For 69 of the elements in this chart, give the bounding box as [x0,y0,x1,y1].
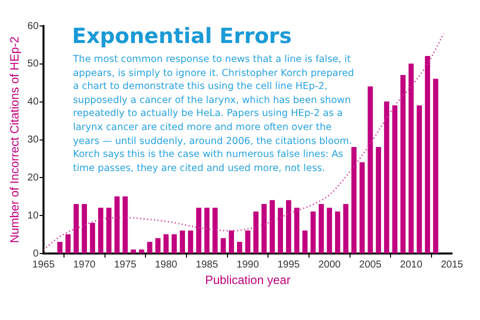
bar [57,242,62,254]
y-tick-label: 40 [27,96,39,108]
bar [138,249,144,254]
bar [212,208,218,254]
bar [114,196,120,254]
text: The most common response to news that a line is false, it appears, is simply to ignore it. Christopher Korch prepared a chart to demonstrate this using the cell line HEp-2, supposedly a cancer of the larynx, which has been shown repeatedly to actually be HeLa. Papers using HEp-2 as a larynx cancer are cited more and more often over the years — until suddenly, around 2006, the citations bloom. Korch says this is the case with numerous false lines: As time passes, they are cited and used more, not less. [73,54,354,174]
bar [228,230,234,254]
bar [384,102,390,254]
bar [360,162,365,254]
bar [376,147,382,254]
x-tick-label: 1970 [73,259,96,270]
bar [220,238,226,254]
bar [237,242,242,254]
bar [262,204,267,254]
y-tick-label: 0 [32,248,39,260]
chart-title: Exponential Errors [72,24,292,48]
x-tick-label: 1995 [277,259,300,270]
bar [335,212,340,254]
bar [172,234,177,254]
bar [147,242,152,254]
bar [155,238,160,254]
bar [90,222,96,254]
x-tick-label: 1985 [196,259,218,270]
bar [286,200,292,254]
x-tick-label: 2010 [400,259,423,270]
bar [310,212,316,254]
y-tick-label: 50 [27,58,39,70]
bar [204,208,210,254]
x-tick-label: 2015 [440,259,464,270]
bar [98,208,104,254]
y-axis-title: Number of Incorrect Citations of HEp-2 [8,36,22,244]
y-tick-label: 60 [27,20,39,32]
bar [318,204,324,254]
bar [196,208,202,254]
bar [180,230,185,254]
bar [245,230,250,254]
bar [400,74,406,254]
bar [392,105,398,254]
x-tick-label: 2005 [359,259,382,270]
bar [253,212,259,254]
bar [408,64,414,254]
y-tick-label: 20 [27,172,39,184]
y-tick-label: 30 [27,134,39,146]
bar [294,208,300,254]
x-tick-label: 1990 [236,259,260,270]
x-tick-label: 1980 [154,259,178,270]
bar [122,196,128,254]
bar [82,204,87,254]
y-tick-label: 10 [27,210,39,222]
bar [163,234,169,254]
bar [188,230,194,254]
bar [270,200,275,254]
bar [416,105,422,254]
bar [302,230,308,254]
bar [343,204,348,254]
bar [74,204,79,254]
bar [278,208,284,254]
bar [433,78,438,254]
x-tick-label: 2000 [318,259,342,270]
bar [130,249,136,254]
x-tick-label: 1965 [32,259,56,270]
bar [368,86,373,254]
x-axis-title: Publication year [205,273,290,288]
bar [351,147,357,254]
x-tick-label: 1975 [114,259,137,270]
bar [106,208,112,254]
bar [65,234,71,254]
bar [326,208,332,254]
bar [424,56,430,254]
